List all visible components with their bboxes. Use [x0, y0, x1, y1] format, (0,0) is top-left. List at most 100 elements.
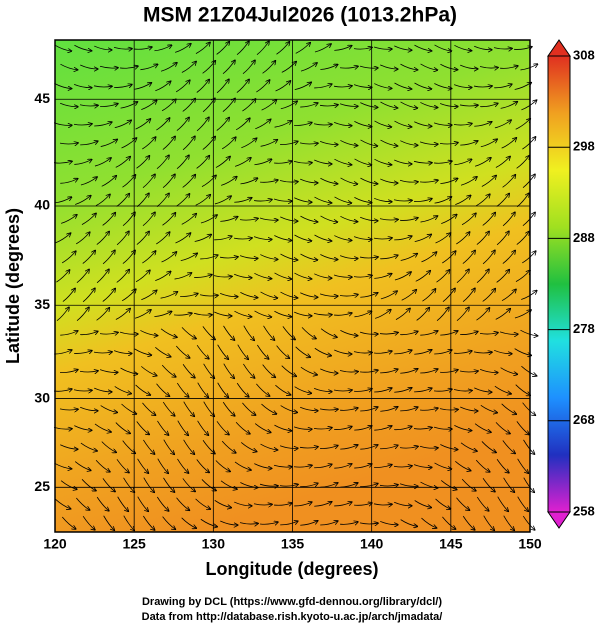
streamline [354, 197, 371, 202]
streamline [501, 138, 517, 149]
x-tick-label: 150 [518, 536, 542, 552]
streamline [374, 351, 392, 353]
streamline [522, 137, 535, 150]
streamline [481, 176, 496, 187]
streamline [254, 423, 271, 433]
streamline [502, 212, 515, 227]
streamline [160, 292, 178, 299]
streamline [394, 426, 412, 429]
streamline [282, 326, 295, 339]
streamline [419, 141, 438, 145]
streamline [116, 270, 130, 283]
streamline [420, 102, 437, 107]
streamline [400, 63, 417, 70]
streamline [394, 159, 412, 164]
streamline [319, 409, 338, 410]
streamline [253, 236, 272, 240]
streamline [280, 291, 297, 298]
streamline [399, 446, 418, 448]
colorbar-extend-bottom [547, 511, 571, 529]
streamline [181, 517, 197, 528]
streamline [60, 444, 77, 449]
streamline [235, 421, 250, 434]
streamline [380, 139, 398, 146]
streamline [399, 180, 418, 182]
streamline [180, 253, 197, 262]
streamline [374, 158, 391, 165]
streamline [121, 403, 137, 414]
streamline [456, 497, 469, 510]
streamline [339, 103, 358, 107]
streamline [96, 231, 109, 245]
streamline [135, 384, 151, 395]
streamline [300, 215, 317, 222]
colorbar-tick-label: 278 [573, 321, 595, 336]
streamline [360, 293, 377, 298]
streamline [294, 234, 312, 241]
streamline [522, 212, 535, 226]
y-tick-label: 40 [34, 197, 50, 213]
streamline [500, 102, 518, 109]
streamline [480, 103, 498, 106]
streamline [261, 100, 277, 111]
streamline [221, 440, 236, 453]
streamline [479, 333, 498, 334]
streamline [275, 81, 291, 92]
streamline [394, 501, 412, 506]
streamline [354, 464, 372, 469]
streamline [496, 458, 509, 473]
streamline [495, 309, 511, 320]
streamline [214, 236, 232, 241]
streamline [300, 63, 317, 72]
streamline [140, 64, 157, 71]
streamline [440, 444, 457, 450]
streamline [440, 63, 457, 69]
streamline [373, 504, 392, 505]
streamline [374, 388, 392, 393]
streamline [60, 370, 78, 373]
streamline [217, 382, 229, 398]
streamline [521, 100, 536, 111]
streamline [294, 82, 311, 91]
streamline [442, 288, 455, 302]
streamline [176, 155, 189, 170]
streamline [76, 232, 90, 245]
streamline [234, 158, 251, 167]
streamline [516, 421, 529, 434]
streamline [99, 332, 118, 334]
streamline [214, 196, 231, 205]
streamline [359, 66, 378, 68]
streamline [113, 47, 132, 49]
streamline [275, 384, 290, 395]
streamline [60, 63, 77, 70]
streamline [339, 66, 358, 68]
streamline [280, 253, 298, 260]
streamline [480, 139, 497, 148]
streamline [94, 387, 112, 392]
streamline [174, 273, 192, 280]
streamline [501, 403, 517, 414]
streamline [380, 407, 397, 412]
streamline [334, 196, 352, 203]
streamline [242, 402, 255, 415]
streamline [119, 332, 138, 334]
streamline [274, 503, 292, 505]
streamline [420, 481, 437, 488]
streamline [61, 251, 76, 264]
streamline [320, 254, 337, 260]
streamline [236, 41, 249, 56]
streamline [320, 328, 337, 338]
streamline [154, 45, 171, 52]
streamline [340, 215, 357, 221]
streamline [279, 180, 298, 182]
streamline [502, 175, 516, 188]
streamline [300, 483, 318, 488]
streamline [141, 366, 156, 375]
streamline [239, 523, 258, 524]
colorbar-tick-label: 308 [573, 47, 595, 62]
streamline [495, 156, 510, 168]
streamline [182, 136, 195, 151]
streamline [254, 310, 272, 317]
streamline [360, 102, 377, 108]
streamline [102, 289, 115, 302]
